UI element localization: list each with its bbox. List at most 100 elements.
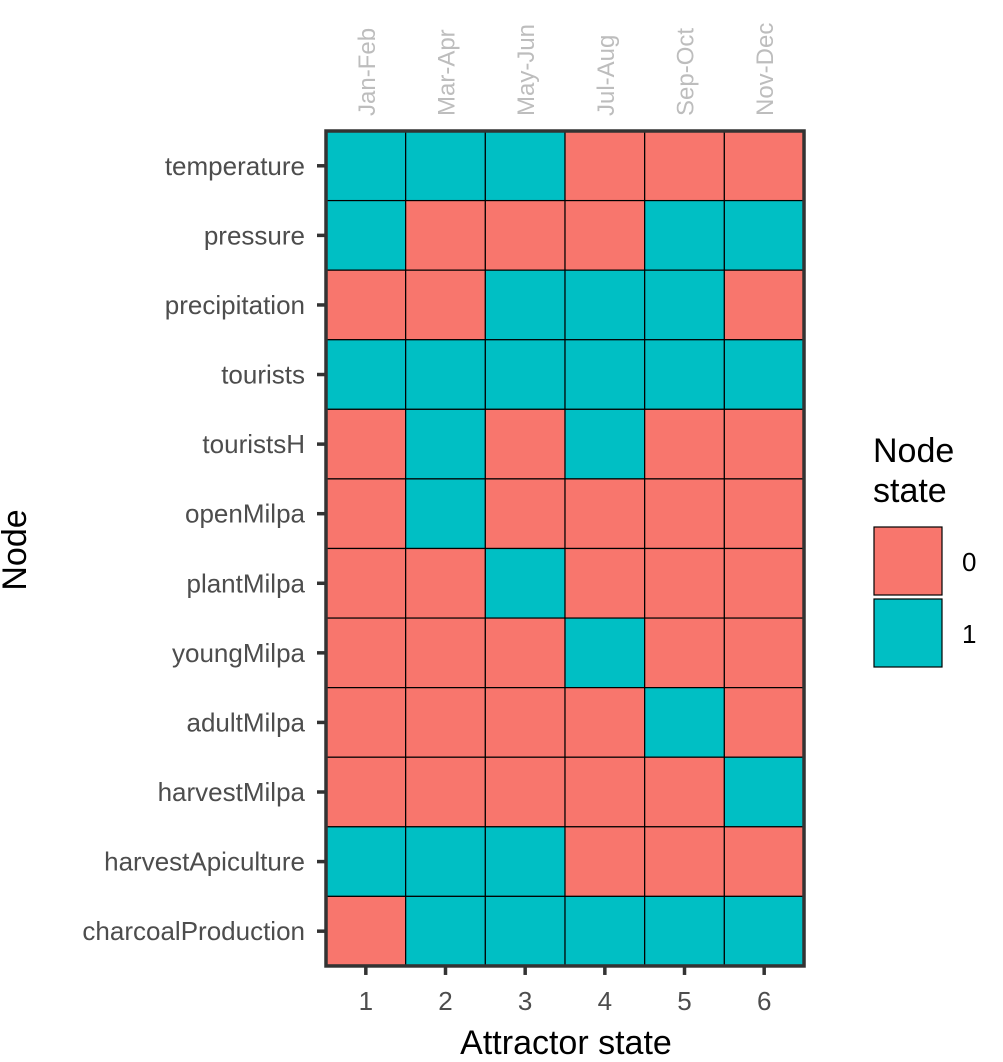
heatmap-cell-precipitation-4 — [564, 269, 646, 341]
heatmap-cell-tourists-5 — [644, 339, 725, 410]
heatmap-cell-temperature-1 — [325, 130, 407, 202]
heatmap-cell-touristsH-6 — [723, 408, 805, 480]
heatmap-cell-tourists-3 — [484, 339, 566, 410]
y-axis-title: Node — [0, 509, 34, 590]
heatmap-cell-adultMilpa-2 — [405, 687, 486, 758]
x-tick-label-3: 3 — [518, 986, 532, 1016]
heatmap-cell-harvestApiculture-3 — [484, 826, 566, 897]
heatmap-cell-charcoalProduction-4 — [564, 895, 646, 967]
heatmap-cell-pressure-1 — [325, 199, 407, 271]
heatmap-cell-harvestMilpa-2 — [405, 756, 486, 828]
heatmap-cell-pressure-3 — [484, 199, 566, 271]
heatmap-cell-adultMilpa-4 — [564, 687, 646, 758]
y-tick-label-temperature: temperature — [165, 151, 305, 181]
x-tick-label-4: 4 — [598, 986, 612, 1016]
legend-title-line-1: Node — [873, 432, 954, 470]
heatmap-cell-temperature-4 — [564, 130, 646, 202]
month-label-Jul-Aug: Jul-Aug — [593, 35, 620, 116]
month-label-Jan-Feb: Jan-Feb — [354, 28, 381, 116]
heatmap-cell-pressure-5 — [644, 199, 725, 271]
heatmap-cell-plantMilpa-3 — [484, 547, 566, 619]
heatmap-cell-precipitation-6 — [723, 269, 805, 341]
heatmap-cell-tourists-1 — [325, 339, 407, 410]
heatmap-cell-charcoalProduction-3 — [484, 895, 566, 967]
x-tick-label-5: 5 — [677, 986, 691, 1016]
heatmap-cell-adultMilpa-6 — [723, 687, 805, 758]
heatmap-cell-youngMilpa-6 — [723, 617, 805, 689]
heatmap-cell-tourists-2 — [405, 339, 486, 410]
heatmap-cell-openMilpa-2 — [405, 478, 486, 550]
heatmap-cell-youngMilpa-2 — [405, 617, 486, 689]
x-tick-label-1: 1 — [359, 986, 373, 1016]
heatmap-cell-adultMilpa-3 — [484, 687, 566, 758]
heatmap-cell-youngMilpa-5 — [644, 617, 725, 689]
heatmap-cell-temperature-2 — [405, 130, 486, 202]
heatmap-cell-charcoalProduction-5 — [644, 895, 725, 967]
heatmap-cell-youngMilpa-3 — [484, 617, 566, 689]
plot-panel — [324, 129, 806, 968]
y-tick-label-harvestMilpa: harvestMilpa — [158, 777, 306, 807]
heatmap-cell-adultMilpa-5 — [644, 687, 725, 758]
heatmap-cell-temperature-3 — [484, 130, 566, 202]
heatmap-cells — [325, 130, 805, 967]
heatmap-cell-adultMilpa-1 — [325, 687, 407, 758]
y-tick-label-adultMilpa: adultMilpa — [186, 707, 305, 737]
x-axis: 1 2 3 4 5 6 — [359, 966, 771, 1016]
heatmap-cell-touristsH-5 — [644, 408, 725, 480]
heatmap-cell-charcoalProduction-1 — [325, 895, 407, 967]
heatmap-cell-openMilpa-6 — [723, 478, 805, 550]
heatmap-cell-plantMilpa-4 — [564, 547, 646, 619]
heatmap-cell-harvestMilpa-5 — [644, 756, 725, 828]
month-label-Nov-Dec: Nov-Dec — [752, 23, 779, 116]
y-tick-label-touristsH: touristsH — [202, 429, 305, 459]
heatmap-cell-touristsH-3 — [484, 408, 566, 480]
y-tick-label-pressure: pressure — [204, 220, 305, 250]
heatmap-cell-harvestMilpa-4 — [564, 756, 646, 828]
month-label-Mar-Apr: Mar-Apr — [434, 29, 461, 116]
heatmap-cell-harvestApiculture-5 — [644, 826, 725, 897]
heatmap-cell-touristsH-4 — [564, 408, 646, 480]
heatmap-cell-precipitation-2 — [405, 269, 486, 341]
heatmap-cell-harvestApiculture-4 — [564, 826, 646, 897]
month-label-Sep-Oct: Sep-Oct — [673, 28, 700, 116]
legend-title-line-2: state — [873, 472, 947, 510]
heatmap-cell-precipitation-5 — [644, 269, 725, 341]
month-labels: Jan-Feb Mar-Apr May-Jun Jul-Aug Sep-Oct Nov-D… — [354, 23, 779, 116]
panel-border — [324, 129, 806, 968]
heatmap-cell-charcoalProduction-2 — [405, 895, 486, 967]
y-tick-label-harvestApiculture: harvestApiculture — [104, 847, 305, 877]
heatmap-cell-openMilpa-4 — [564, 478, 646, 550]
y-tick-label-tourists: tourists — [221, 360, 305, 390]
heatmap-cell-tourists-4 — [564, 339, 646, 410]
heatmap-cell-harvestApiculture-2 — [405, 826, 486, 897]
heatmap-cell-plantMilpa-2 — [405, 547, 486, 619]
heatmap-cell-harvestApiculture-1 — [325, 826, 407, 897]
legend-label-0: 0 — [962, 547, 976, 577]
month-label-May-Jun: May-Jun — [513, 24, 540, 116]
x-axis-title: Attractor state — [460, 1024, 672, 1062]
heatmap-cell-pressure-4 — [564, 199, 646, 271]
heatmap-cell-plantMilpa-6 — [723, 547, 805, 619]
legend-key-0 — [873, 526, 943, 596]
legend: Node state 01 — [873, 432, 976, 668]
heatmap-cell-harvestMilpa-3 — [484, 756, 566, 828]
y-tick-label-youngMilpa: youngMilpa — [172, 638, 306, 668]
legend-keys: 01 — [873, 526, 976, 668]
heatmap-cell-touristsH-2 — [405, 408, 486, 480]
heatmap-cell-charcoalProduction-6 — [723, 895, 805, 967]
heatmap-cell-precipitation-3 — [484, 269, 566, 341]
heatmap-cell-openMilpa-5 — [644, 478, 725, 550]
heatmap-cell-youngMilpa-1 — [325, 617, 407, 689]
y-tick-label-charcoalProduction: charcoalProduction — [82, 916, 305, 946]
heatmap-cell-precipitation-1 — [325, 269, 407, 341]
heatmap-cell-harvestMilpa-6 — [723, 756, 805, 828]
y-tick-label-plantMilpa: plantMilpa — [186, 568, 305, 598]
y-tick-label-precipitation: precipitation — [165, 290, 305, 320]
heatmap-cell-openMilpa-3 — [484, 478, 566, 550]
heatmap-cell-youngMilpa-4 — [564, 617, 646, 689]
heatmap-cell-openMilpa-1 — [325, 478, 407, 550]
heatmap-cell-harvestApiculture-6 — [723, 826, 805, 897]
y-axis: temperature pressure precipitation tourists… — [82, 151, 325, 946]
heatmap-cell-touristsH-1 — [325, 408, 407, 480]
